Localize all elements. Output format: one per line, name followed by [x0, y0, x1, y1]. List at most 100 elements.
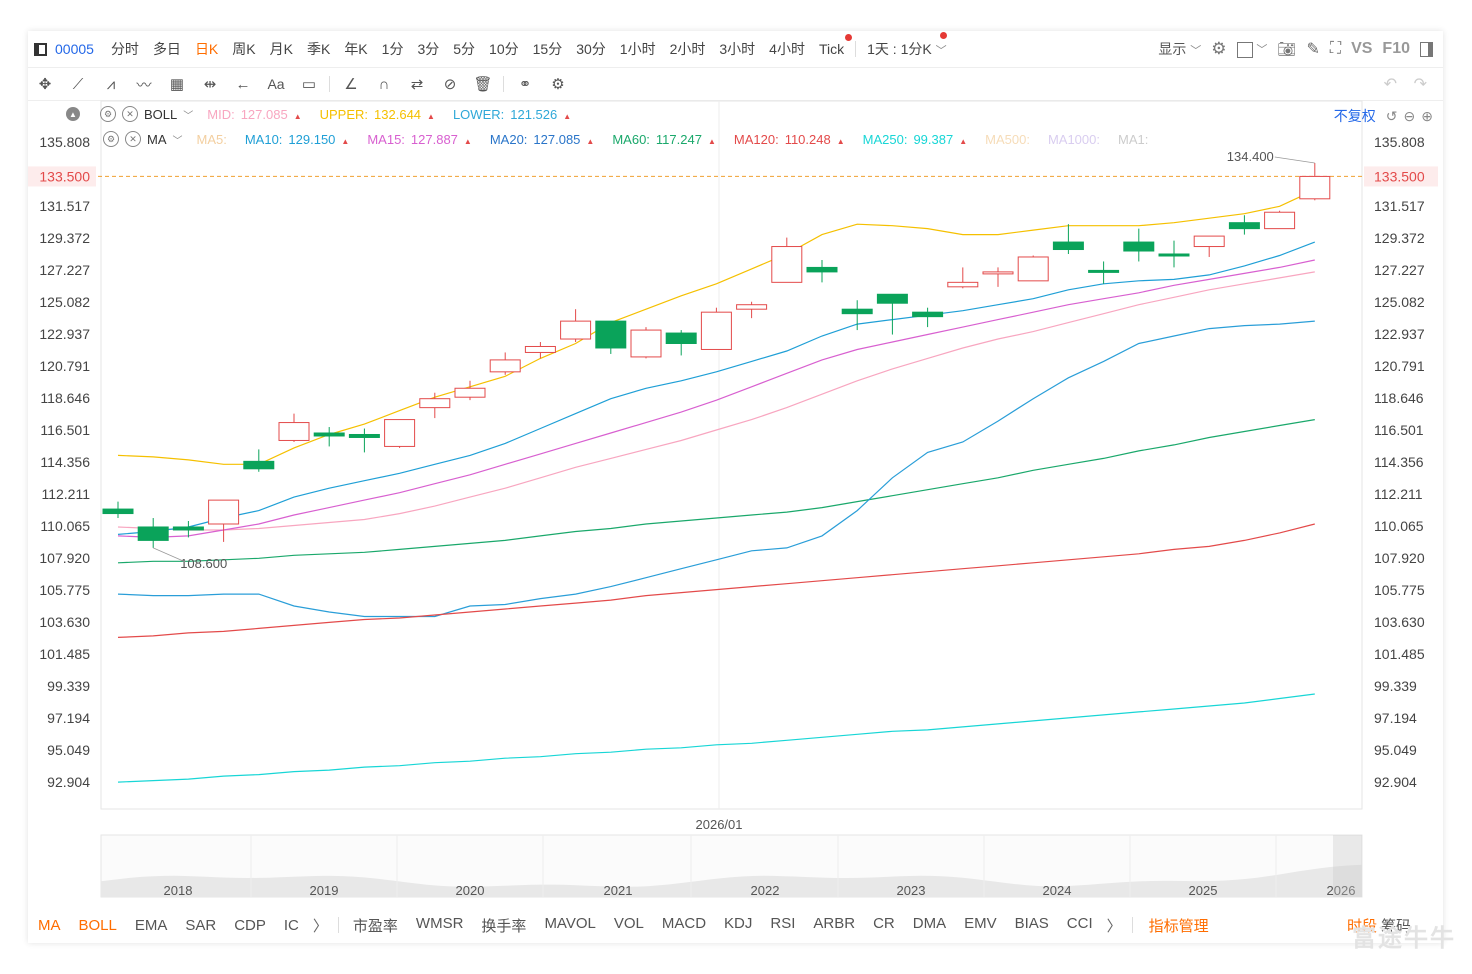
fullscreen-icon[interactable]: ⛶ [1329, 40, 1342, 57]
comment-tool-icon[interactable]: ▭ [301, 76, 317, 93]
fib-tool-icon[interactable]: ▦ [169, 76, 185, 93]
indicator-manage-link[interactable]: 指标管理 [1148, 917, 1209, 935]
fq-label[interactable]: 不复权 [1333, 108, 1376, 124]
camera-icon[interactable]: 📷︎ [1277, 41, 1297, 58]
magnet-icon[interactable]: ∩ [378, 75, 390, 93]
tool-settings-icon[interactable]: ⚙ [551, 76, 565, 93]
interval-tab[interactable]: 1分 [382, 39, 404, 59]
chevron-down-icon[interactable]: ﹀ [183, 110, 194, 122]
y-tick-label: 114.356 [1374, 454, 1424, 470]
min-price-label: 108.600 [180, 556, 227, 571]
chevron-right-icon[interactable]: 〉 [1106, 917, 1122, 935]
indicator-tab[interactable]: MACD [661, 914, 707, 932]
measure-tool-icon[interactable]: ⇹ [203, 76, 217, 93]
interval-tab[interactable]: 15分 [533, 39, 563, 59]
legend-value: 127.887 [410, 131, 458, 147]
legend-item: MA10: 129.150 ▲ [245, 132, 350, 147]
indicator-tab[interactable]: CR [873, 914, 895, 932]
indicator-tab[interactable]: CDP [234, 916, 266, 934]
text-tool-icon[interactable]: Aa [267, 76, 285, 92]
interval-tab[interactable]: 5分 [453, 39, 475, 59]
brush-icon[interactable]: ∠ [344, 76, 358, 93]
chevron-right-icon[interactable]: 〉 [312, 917, 328, 935]
settings-gear-icon[interactable]: ⚙ [1211, 39, 1227, 58]
y-tick-label: 125.082 [1374, 294, 1425, 310]
settings-icon[interactable]: ⚙ [103, 131, 119, 147]
indicator-tab[interactable]: RSI [770, 914, 796, 932]
custom-interval-dropdown[interactable]: 1天 : 1分K ﹀ [867, 32, 947, 59]
undo-icon[interactable]: ↶ [1383, 76, 1397, 93]
panel-toggle-icon[interactable] [1420, 41, 1433, 57]
interval-tab[interactable]: 4小时 [769, 39, 805, 59]
chart-window: 00005 分时 多日 日K 周K 月K 季K 年K 1分 3分 5分 10分 15分 30分 1小时 2小… [28, 31, 1443, 943]
collapse-icon[interactable]: ▲ [66, 107, 80, 121]
notification-dot [845, 34, 853, 41]
wave-tool-icon[interactable]: 〰 [136, 76, 152, 94]
indicator-tab[interactable]: EMA [134, 916, 168, 934]
indicator-tab[interactable]: MA [38, 916, 61, 934]
interval-tab[interactable]: 分时 [111, 39, 139, 59]
interval-tab[interactable]: 1小时 [620, 39, 656, 59]
main-chart[interactable]: 135.808 135.808 133.500 133.500 131.517 131.5… [28, 31, 1443, 907]
reset-icon[interactable]: ↺ [1385, 107, 1398, 124]
interval-tab[interactable]: 10分 [489, 39, 519, 59]
indicator-tab[interactable]: VOL [613, 914, 644, 932]
interval-label: Tick [818, 41, 845, 57]
max-price-pointer [1274, 156, 1315, 164]
indicator-tab[interactable]: KDJ [724, 914, 753, 932]
zoom-in-icon[interactable]: ⊕ [1421, 107, 1433, 124]
move-icon[interactable]: ✥ [38, 76, 52, 93]
interval-tab[interactable]: 30分 [576, 39, 606, 59]
indicator-tab[interactable]: SAR [185, 916, 217, 934]
indicator-tab[interactable]: BOLL [78, 916, 117, 934]
line-tool-icon[interactable]: ⟋ [72, 75, 84, 93]
interval-tab[interactable]: Tick [818, 34, 853, 57]
close-icon[interactable]: ✕ [125, 131, 141, 147]
candle-body [137, 526, 169, 541]
indicator-tab[interactable]: MAVOL [544, 914, 596, 932]
period-tab[interactable]: 时段 [1346, 917, 1377, 935]
interval-tab[interactable]: 月K [270, 39, 293, 59]
link-icon[interactable]: ⚭ [518, 76, 532, 93]
indicator-tab[interactable]: 换手率 [481, 917, 527, 935]
stock-code[interactable]: 00005 [55, 41, 94, 57]
hide-icon[interactable]: ⊘ [443, 76, 457, 93]
sync-icon[interactable]: ⇄ [410, 76, 424, 93]
interval-tab[interactable]: 日K [195, 39, 218, 59]
arrow-tool-icon[interactable]: ← [235, 75, 251, 93]
legend-label: MA10: [244, 131, 283, 147]
interval-tab[interactable]: 2小时 [670, 39, 706, 59]
y-tick-label: 103.630 [1374, 614, 1425, 630]
indicator-tab[interactable]: DMA [912, 914, 947, 932]
indicator-tab[interactable]: BIAS [1014, 914, 1049, 932]
vs-button[interactable]: VS [1351, 40, 1373, 57]
settings-icon[interactable]: ⚙ [100, 106, 116, 122]
trash-icon[interactable]: 🗑︎ [473, 76, 493, 93]
legend-item: MA250: 99.387 ▲ [863, 132, 968, 147]
navigator-year-label: 2023 [897, 883, 926, 898]
sidebar-toggle-icon[interactable] [34, 42, 47, 56]
interval-tab[interactable]: 年K [344, 39, 367, 59]
display-dropdown[interactable]: 显示 ﹀ [1158, 39, 1201, 59]
indicator-tab[interactable]: WMSR [415, 914, 464, 932]
chips-tab[interactable]: 筹码 [1380, 917, 1411, 935]
indicator-tab[interactable]: EMV [964, 914, 997, 932]
redo-icon[interactable]: ↷ [1413, 76, 1427, 93]
zoom-out-icon[interactable]: ⊖ [1403, 107, 1416, 124]
pen-icon[interactable]: ✎ [1306, 41, 1320, 58]
indicator-tab[interactable]: 市盈率 [352, 917, 398, 935]
interval-tab[interactable]: 3小时 [719, 39, 755, 59]
interval-tab[interactable]: 多日 [153, 39, 181, 59]
interval-tab[interactable]: 3分 [417, 39, 439, 59]
interval-tab[interactable]: 周K [232, 39, 255, 59]
indicator-tab[interactable]: ARBR [813, 914, 856, 932]
chevron-down-icon[interactable]: ﹀ [172, 135, 183, 147]
f10-button[interactable]: F10 [1382, 40, 1410, 57]
close-icon[interactable]: ✕ [122, 106, 138, 122]
indicator-tab[interactable]: IC [283, 916, 299, 934]
candle-body [560, 320, 592, 340]
interval-tab[interactable]: 季K [307, 39, 330, 59]
polyline-tool-icon[interactable]: ⩘ [106, 75, 116, 93]
layout-dropdown[interactable]: ﹀ [1236, 40, 1267, 58]
indicator-tab[interactable]: CCI [1066, 914, 1093, 932]
